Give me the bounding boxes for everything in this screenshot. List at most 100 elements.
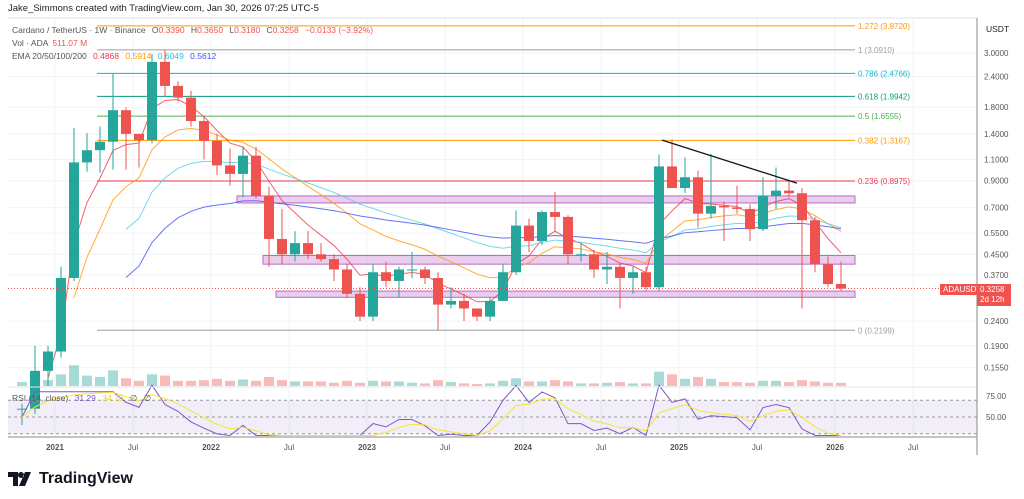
fib-level-label: 0.382 (1.3167) [858,136,910,145]
candle [758,177,768,232]
candle [719,201,729,242]
volume-bar [121,378,131,386]
bar-countdown: 2d 12h [980,295,1005,304]
price-tick-label: 1.8000 [984,103,1009,112]
close-value: 0.3258 [272,25,299,35]
volume-bar [290,381,300,386]
candle [654,154,664,291]
candle [485,297,495,321]
time-tick-label: Jul [440,443,450,452]
candle-body [732,207,742,209]
time-tick-label: Jul [596,443,606,452]
candle [30,345,40,414]
time-tick-label: 2023 [358,443,376,452]
candle [628,266,638,294]
time-tick-label: 2022 [202,443,220,452]
candle [225,148,235,186]
last-price: 0.3258 [980,285,1005,294]
candle [108,73,118,170]
volume-bar [550,380,560,386]
candle-body [563,216,573,255]
time-tick-label: 2024 [514,443,532,452]
volume-bar [459,383,469,386]
candle [329,254,339,281]
candle-body [472,308,482,317]
time-tick-label: 2025 [670,443,688,452]
volume-bar [17,382,27,386]
support-zone [262,254,856,265]
candle-body [69,162,79,278]
candle-body [82,150,92,163]
candle-body [784,190,794,194]
candle [199,116,209,160]
open-label: O [151,25,159,35]
candle-body [121,110,131,134]
rsi-tick-label: 75.00 [986,392,1007,401]
tradingview-logo[interactable]: TradingView [8,470,133,488]
price-tick-label: 2.4000 [984,73,1009,82]
volume-bar [563,381,573,386]
candle [355,287,365,321]
candle [433,272,443,331]
candle [56,266,66,358]
rsi-tick-label: 50.00 [986,413,1007,422]
candle [316,243,326,262]
candle [303,231,313,260]
volume-bar [680,378,690,386]
candle-body [43,351,53,371]
candle [680,157,690,194]
rsi-label[interactable]: RSI (14, close) [12,393,69,403]
volume-bar [82,375,92,386]
candle-body [381,272,391,281]
candle-body [680,177,690,189]
candle [459,293,469,321]
volume-value: 511.07 M [52,38,88,48]
candle-body [576,254,586,256]
volume-bar [342,380,352,386]
ema-label[interactable]: EMA 20/50/100/200 [12,51,87,61]
candle [771,167,781,209]
last-symbol-tag: ADAUSDT [940,284,985,295]
symbol-name[interactable]: Cardano / TetherUS · 1W · Binance [12,25,146,35]
price-tick-label: 0.2400 [984,317,1009,326]
candle [368,264,378,321]
volume-bar [277,380,287,386]
volume-bar [420,383,430,386]
volume-bar [108,370,118,386]
candle [498,264,508,301]
candle [95,126,105,173]
volume-bar [381,381,391,386]
candle-body [147,61,157,141]
candle-body [277,238,287,255]
candle-body [108,110,118,142]
volume-legend: Vol · ADA 511.07 M [12,38,87,48]
candle-body [498,272,508,301]
volume-bar [810,381,820,386]
currency-unit[interactable]: USDT [986,24,1010,34]
time-tick-label: Jul [908,443,918,452]
candle-body [511,225,521,273]
volume-label[interactable]: Vol · ADA [12,38,49,48]
price-tick-label: 0.1550 [984,363,1009,372]
fib-level-label: 0 (0.2199) [858,326,895,335]
candle-body [836,284,846,289]
candle [43,345,53,387]
candle-body [589,254,599,270]
ema50-line [73,127,842,298]
volume-bar [264,376,274,386]
candle-body [602,266,612,270]
candle-body [251,155,261,196]
candle-body [160,61,170,86]
tradingview-logo-icon [8,472,31,486]
volume-bar [641,383,651,386]
volume-bar [628,383,638,386]
fib-level-label: 0.618 (1.9942) [858,92,910,101]
open-value: 0.3390 [158,25,185,35]
candle-body [394,269,404,281]
volume-bar [732,382,742,386]
candle-body [95,141,105,151]
low-value: 0.3180 [234,25,261,35]
candle [732,185,742,214]
